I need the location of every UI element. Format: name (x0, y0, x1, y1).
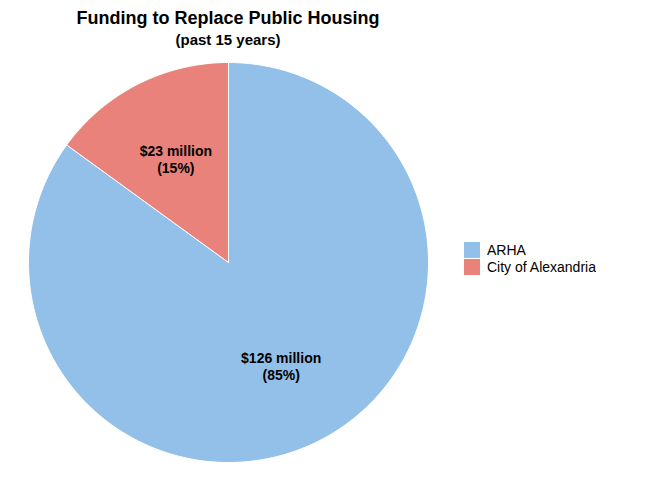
svg-text:$23 million(15%): $23 million(15%) (140, 143, 212, 176)
svg-text:$126 million(85%): $126 million(85%) (241, 350, 321, 383)
html-text:City of Alexandria: City of Alexandria (487, 258, 596, 275)
html-text:Funding to Replace Public Hous: Funding to Replace Public Housing (76, 8, 380, 28)
html-text:ARHA: ARHA (487, 241, 526, 258)
html-text:(past 15 years): (past 15 years) (175, 31, 281, 48)
